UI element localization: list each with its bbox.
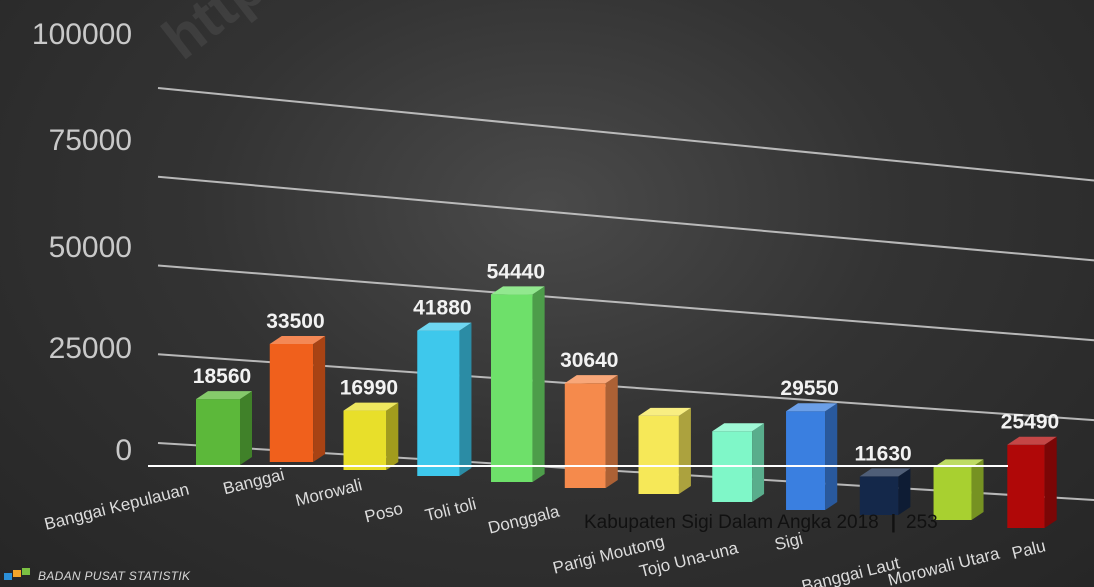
bar-0 xyxy=(196,399,240,465)
x-tick-label: Morowali Utara xyxy=(886,543,1002,587)
bar-2 xyxy=(343,410,387,470)
bar-side-5 xyxy=(605,375,618,488)
data-label: 54440 xyxy=(487,260,545,283)
data-label: 30640 xyxy=(560,349,618,372)
data-label: 11630 xyxy=(854,442,911,465)
gridline-50000 xyxy=(157,264,1094,342)
data-label: 16990 xyxy=(340,377,398,400)
bar-side-10 xyxy=(971,459,984,520)
y-tick-label: 0 xyxy=(115,434,132,467)
bar-top-4 xyxy=(491,286,545,295)
bar-top-3 xyxy=(417,322,472,331)
bar-top-11 xyxy=(1007,436,1057,445)
bar-top-8 xyxy=(786,403,838,412)
bar-side-3 xyxy=(459,322,472,476)
bar-9 xyxy=(859,476,899,515)
bar-6 xyxy=(638,415,679,494)
bar-top-2 xyxy=(343,402,399,411)
bar-top-7 xyxy=(712,423,765,432)
data-label: 33500 xyxy=(266,310,324,333)
gridline-100000 xyxy=(157,87,1094,182)
gridline-75000 xyxy=(157,175,1094,262)
bar-8 xyxy=(786,411,826,510)
x-tick-label: Banggai Kepulauan xyxy=(42,479,191,533)
y-tick-label: 75000 xyxy=(49,124,132,157)
page-number: 253 xyxy=(906,512,938,533)
bar-side-7 xyxy=(752,423,765,502)
data-label: 41880 xyxy=(413,297,471,320)
page-footer: Kabupaten Sigi Dalam Angka 2018 | 253 xyxy=(584,512,938,534)
bar-11 xyxy=(1007,444,1045,528)
bar-side-0 xyxy=(240,391,252,465)
bar-5 xyxy=(564,383,606,488)
x-tick-label: Donggala xyxy=(486,502,562,538)
bps-logo-text: BADAN PUSAT STATISTIK xyxy=(38,569,191,583)
footer-rule xyxy=(148,465,1008,467)
bar-side-2 xyxy=(386,402,399,470)
x-tick-label: Toli toli xyxy=(423,494,478,525)
footer-title: Kabupaten Sigi Dalam Angka 2018 xyxy=(584,512,879,533)
bar-side-1 xyxy=(313,335,326,462)
bps-logo-icon xyxy=(4,568,32,584)
x-tick-label: Banggai xyxy=(221,465,286,499)
bar-side-6 xyxy=(678,407,691,494)
bar-top-6 xyxy=(638,407,691,416)
bps-logo: BADAN PUSAT STATISTIK xyxy=(4,568,190,584)
bar-3 xyxy=(417,330,460,476)
y-tick-label: 50000 xyxy=(49,231,132,264)
bar-side-8 xyxy=(825,403,838,510)
bar-top-0 xyxy=(196,391,252,400)
data-label: 29550 xyxy=(780,377,838,400)
x-tick-label: Palu xyxy=(1010,536,1048,563)
bar-top-5 xyxy=(564,375,618,384)
y-tick-label: 25000 xyxy=(49,332,132,365)
bar-4 xyxy=(491,294,533,482)
footer-separator: | xyxy=(890,512,897,533)
bar-side-11 xyxy=(1044,436,1057,528)
bar-1 xyxy=(269,343,314,462)
data-label: 18560 xyxy=(193,365,251,388)
bar-top-9 xyxy=(859,468,911,477)
bar-top-1 xyxy=(269,335,326,344)
data-label: 25490 xyxy=(1001,411,1059,434)
bar-10 xyxy=(933,467,972,520)
x-tick-label: Poso xyxy=(363,499,405,527)
bar-side-9 xyxy=(898,468,911,515)
x-tick-label: Morowali xyxy=(293,475,364,510)
y-tick-label: 100000 xyxy=(32,18,132,51)
bar-side-4 xyxy=(532,286,545,482)
